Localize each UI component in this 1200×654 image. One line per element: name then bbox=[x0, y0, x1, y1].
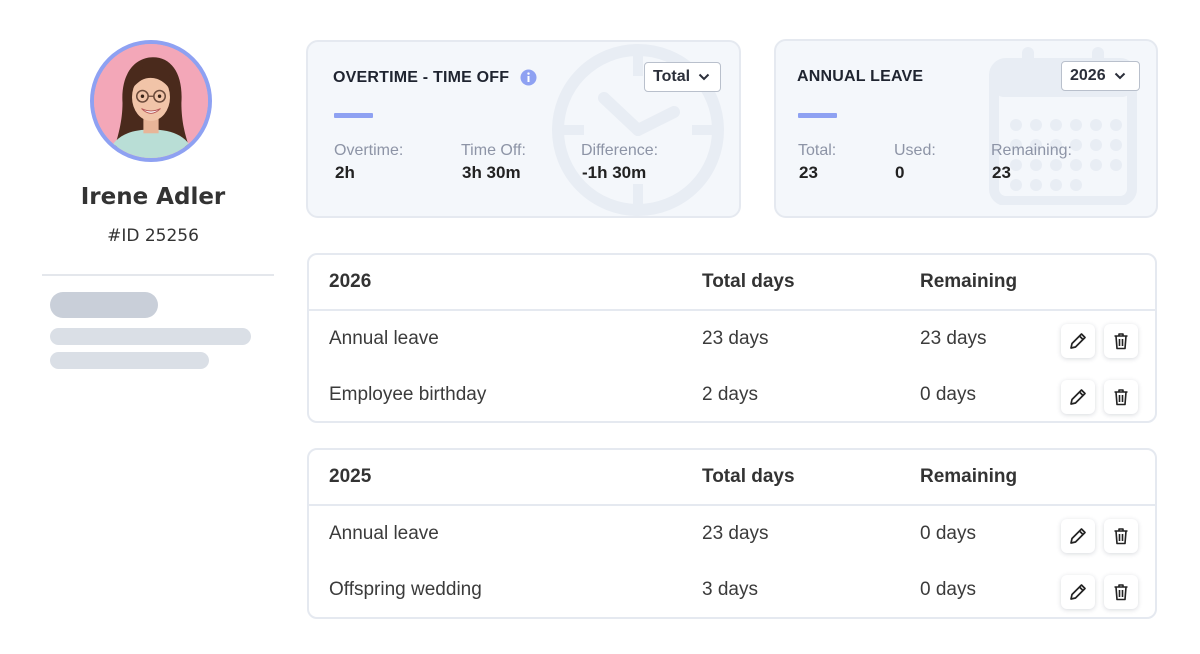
skeleton-placeholder-1 bbox=[50, 292, 158, 318]
leave-used-value: 0 bbox=[895, 163, 905, 182]
edit-button[interactable] bbox=[1061, 324, 1095, 358]
annual-leave-card-title: ANNUAL LEAVE bbox=[797, 68, 924, 85]
overtime-value: 2h bbox=[335, 163, 355, 182]
total-days: 23 days bbox=[702, 523, 769, 544]
avatar bbox=[90, 40, 212, 162]
overtime-card-title: OVERTIME - TIME OFF bbox=[333, 69, 510, 86]
total-days: 2 days bbox=[702, 384, 758, 405]
pencil-icon bbox=[1070, 333, 1086, 349]
overtime-filter-value: Total bbox=[653, 68, 691, 85]
total-days-column-header: Total days bbox=[702, 466, 795, 487]
leave-remaining-label: Remaining: bbox=[991, 142, 1072, 159]
trash-icon bbox=[1114, 389, 1128, 406]
table-header: 2026 Total days Remaining bbox=[309, 255, 1155, 311]
year-column-header: 2025 bbox=[329, 466, 372, 487]
difference-label: Difference: bbox=[581, 142, 659, 159]
overtime-label: Overtime: bbox=[334, 142, 404, 159]
leave-total-label: Total: bbox=[798, 142, 837, 159]
edit-button[interactable] bbox=[1061, 575, 1095, 609]
leave-used-label: Used: bbox=[894, 142, 936, 159]
accent-bar bbox=[334, 113, 373, 118]
edit-button[interactable] bbox=[1061, 380, 1095, 414]
leave-remaining-value: 23 bbox=[992, 163, 1011, 182]
leave-type: Annual leave bbox=[329, 328, 439, 349]
total-days: 3 days bbox=[702, 579, 758, 600]
year-column-header: 2026 bbox=[329, 271, 372, 292]
trash-icon bbox=[1114, 528, 1128, 545]
chevron-down-icon bbox=[1114, 72, 1125, 80]
trash-icon bbox=[1114, 333, 1128, 350]
delete-button[interactable] bbox=[1104, 575, 1138, 609]
remaining-column-header: Remaining bbox=[920, 466, 1018, 487]
delete-button[interactable] bbox=[1104, 324, 1138, 358]
remaining-days: 0 days bbox=[920, 523, 976, 544]
total-days: 23 days bbox=[702, 328, 769, 349]
avatar-image bbox=[94, 44, 208, 158]
employee-name: Irene Adler bbox=[80, 184, 226, 210]
edit-button[interactable] bbox=[1061, 519, 1095, 553]
accent-bar bbox=[798, 113, 837, 118]
delete-button[interactable] bbox=[1104, 380, 1138, 414]
leave-total-value: 23 bbox=[799, 163, 818, 182]
total-days-column-header: Total days bbox=[702, 271, 795, 292]
overtime-filter-select[interactable]: Total bbox=[644, 62, 721, 92]
leave-year-select[interactable]: 2026 bbox=[1061, 61, 1140, 91]
leave-type: Offspring wedding bbox=[329, 579, 482, 600]
table-header: 2025 Total days Remaining bbox=[309, 450, 1155, 506]
pencil-icon bbox=[1070, 584, 1086, 600]
table-row: Annual leave 23 days 0 days bbox=[309, 507, 1155, 563]
delete-button[interactable] bbox=[1104, 519, 1138, 553]
time-off-label: Time Off: bbox=[461, 142, 526, 159]
chevron-down-icon bbox=[698, 73, 710, 81]
skeleton-placeholder-2 bbox=[50, 328, 251, 345]
divider bbox=[42, 274, 274, 276]
time-off-value: 3h 30m bbox=[462, 163, 521, 182]
remaining-days: 23 days bbox=[920, 328, 987, 349]
info-icon[interactable] bbox=[520, 69, 537, 86]
trash-icon bbox=[1114, 584, 1128, 601]
leave-type: Employee birthday bbox=[329, 384, 487, 405]
remaining-column-header: Remaining bbox=[920, 271, 1018, 292]
annual-leave-card: ANNUAL LEAVE 2026 Total: 23 Used: 0 Rema… bbox=[774, 39, 1158, 218]
skeleton-placeholder-3 bbox=[50, 352, 209, 369]
leave-table-2026: 2026 Total days Remaining Annual leave 2… bbox=[307, 253, 1157, 423]
table-row: Annual leave 23 days 23 days bbox=[309, 312, 1155, 368]
leave-table-2025: 2025 Total days Remaining Annual leave 2… bbox=[307, 448, 1157, 619]
pencil-icon bbox=[1070, 389, 1086, 405]
employee-id: #ID 25256 bbox=[107, 226, 199, 246]
remaining-days: 0 days bbox=[920, 384, 976, 405]
leave-type: Annual leave bbox=[329, 523, 439, 544]
difference-value: -1h 30m bbox=[582, 163, 647, 182]
overtime-time-off-card: OVERTIME - TIME OFF Total Overtime: 2h T… bbox=[306, 40, 741, 218]
table-row: Offspring wedding 3 days 0 days bbox=[309, 563, 1155, 619]
remaining-days: 0 days bbox=[920, 579, 976, 600]
pencil-icon bbox=[1070, 528, 1086, 544]
table-row: Employee birthday 2 days 0 days bbox=[309, 368, 1155, 424]
leave-year-value: 2026 bbox=[1070, 67, 1106, 84]
